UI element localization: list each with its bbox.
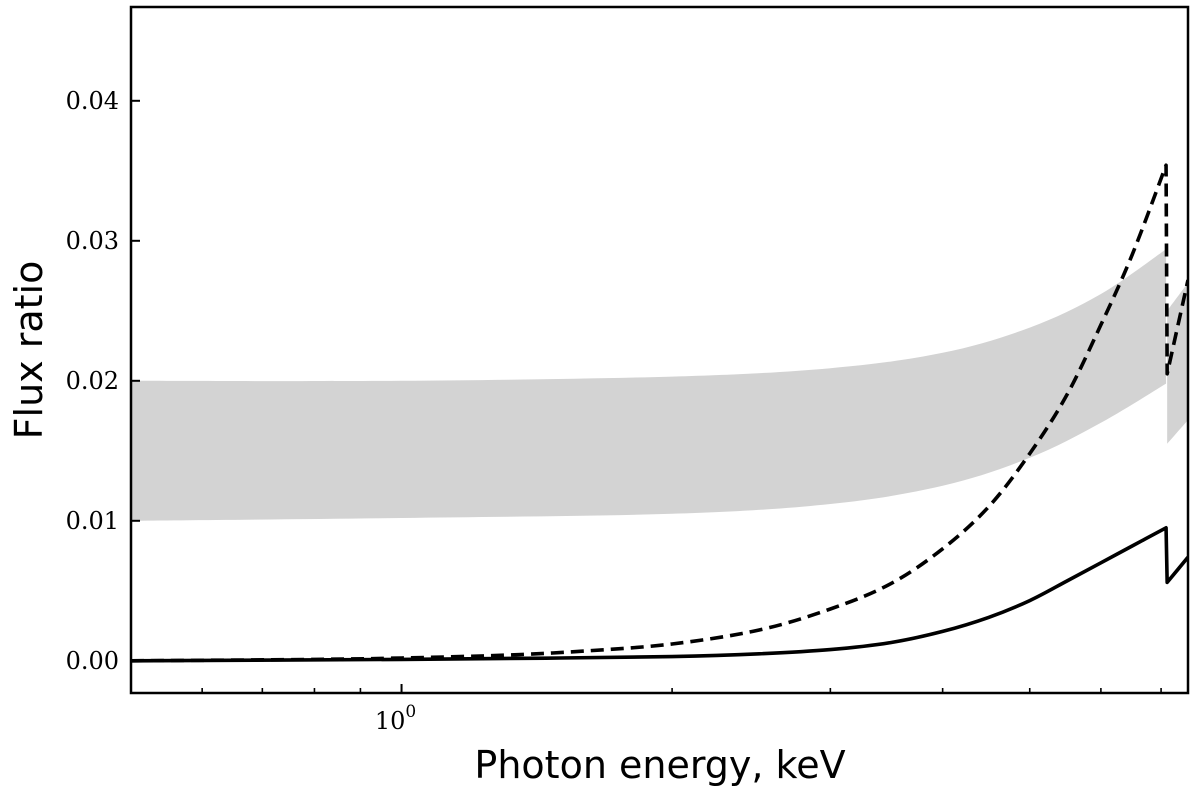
y-tick-label: 0.04 bbox=[66, 87, 119, 115]
x-tick-label: 100 bbox=[375, 702, 416, 735]
x-axis-label: Photon energy, keV bbox=[474, 743, 845, 787]
y-tick-label: 0.01 bbox=[66, 507, 119, 535]
y-axis-label: Flux ratio bbox=[7, 261, 51, 440]
series-layer bbox=[131, 163, 1188, 663]
plot-frame bbox=[129, 5, 1190, 695]
solid-curve bbox=[131, 526, 1188, 663]
band-region-above-edge bbox=[1167, 282, 1188, 444]
band-layer bbox=[131, 249, 1188, 521]
band-region-below-edge bbox=[131, 249, 1167, 521]
tick-layer: 0.00 0.01 0.02 0.03 0.04 100 bbox=[66, 87, 1162, 735]
y-tick-label: 0.03 bbox=[66, 227, 119, 255]
y-tick-label: 0.00 bbox=[66, 647, 119, 675]
y-tick-label: 0.02 bbox=[66, 367, 119, 395]
